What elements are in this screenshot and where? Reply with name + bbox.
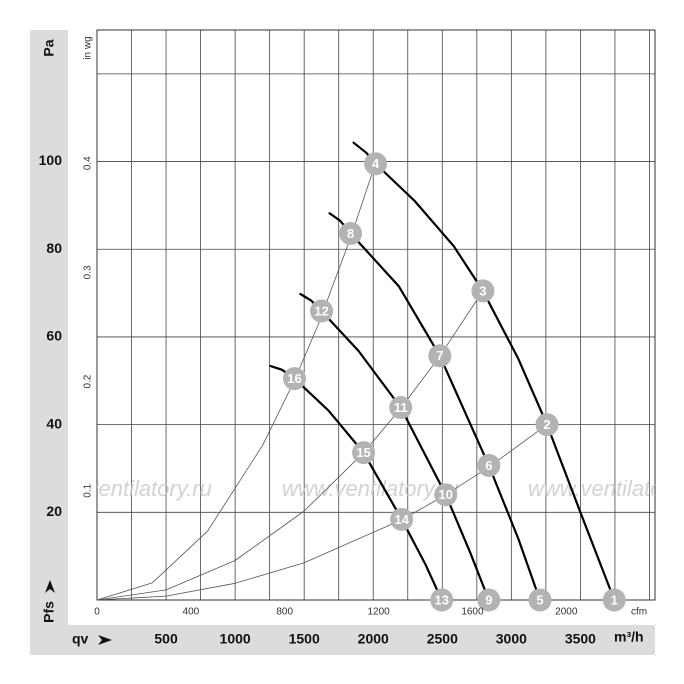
x2-tick-label: 1200 — [367, 607, 390, 618]
x2-tick-label: 2000 — [555, 607, 578, 618]
operating-point — [310, 299, 334, 323]
y-tick-label: 80 — [46, 240, 62, 256]
grid — [97, 30, 655, 600]
point-label: 8 — [347, 226, 354, 241]
x-tick-label: 2000 — [358, 631, 389, 647]
operating-point — [528, 588, 552, 612]
y-tick-label: 60 — [46, 328, 62, 344]
point-label: 7 — [436, 348, 443, 363]
x-tick-label: 1000 — [220, 631, 251, 647]
operating-point — [471, 279, 495, 303]
point-label: 9 — [485, 592, 492, 607]
y-band — [30, 30, 68, 655]
y2-tick-label: 0.4 — [83, 156, 94, 170]
operating-point — [535, 413, 559, 437]
point-label: 15 — [356, 445, 370, 460]
curve — [328, 212, 541, 602]
operating-point — [283, 367, 307, 391]
operating-point — [339, 221, 363, 245]
x2-tick-label: 0 — [94, 607, 100, 618]
point-label: 12 — [314, 303, 328, 318]
point-label: 10 — [439, 487, 453, 502]
operating-point — [428, 344, 452, 368]
watermark: www.ventilatory.ru — [282, 476, 459, 501]
watermarks: www.ventilatory.ru www.ventilatory.ru ww… — [35, 476, 684, 501]
curve — [299, 292, 490, 602]
x2-axis-label: cfm — [631, 607, 647, 618]
x-band — [30, 625, 655, 655]
y-tick-label: 20 — [46, 503, 62, 519]
point-label: 16 — [287, 371, 301, 386]
x2-tick-label: 1600 — [461, 607, 484, 618]
point-label: 1 — [611, 592, 618, 607]
point-label: 5 — [536, 592, 543, 607]
curve — [96, 162, 376, 601]
operating-point — [434, 483, 458, 507]
y2-tick-label: 0.1 — [83, 483, 94, 497]
x2-tick-label: 400 — [183, 607, 200, 618]
point-label: 13 — [435, 592, 449, 607]
watermark: www.ventilatory.ru — [35, 476, 212, 501]
x-arrow — [98, 635, 112, 645]
point-label: 4 — [372, 156, 380, 171]
x-tick-label: 500 — [154, 631, 178, 647]
operating-point — [390, 507, 414, 531]
y-tick-label: 100 — [39, 152, 63, 168]
point-label: 14 — [394, 512, 409, 527]
watermark: www.ventilatory.ru — [528, 476, 684, 501]
curve — [352, 141, 616, 602]
operating-point — [389, 396, 413, 420]
operating-point — [477, 588, 501, 612]
curve — [269, 364, 443, 602]
x-axis-label: m³/h — [614, 629, 644, 645]
point-label: 6 — [485, 458, 492, 473]
x-tick-label: 3500 — [565, 631, 596, 647]
y2-axis-label: in wg — [83, 36, 94, 59]
x-tick-label: 3000 — [496, 631, 527, 647]
x2-tick-label: 800 — [276, 607, 293, 618]
operating-point — [352, 441, 376, 465]
point-label: 2 — [543, 417, 550, 432]
operating-point — [477, 453, 501, 477]
y-axis-label: Pa — [41, 39, 57, 56]
operating-point — [364, 152, 388, 176]
y2-tick-label: 0.2 — [83, 374, 94, 388]
y-symbol: Pfs — [41, 601, 57, 623]
operating-point — [430, 588, 454, 612]
operating-point — [602, 588, 626, 612]
x-tick-label: 1500 — [289, 631, 320, 647]
y-tick-label: 40 — [46, 415, 62, 431]
point-label: 3 — [479, 283, 486, 298]
y2-tick-label: 0.3 — [83, 265, 94, 279]
plot-frame — [96, 29, 656, 601]
x-symbol: qv — [72, 631, 89, 647]
point-label: 11 — [394, 400, 408, 415]
y-arrow — [45, 580, 55, 593]
x-tick-label: 2500 — [427, 631, 458, 647]
